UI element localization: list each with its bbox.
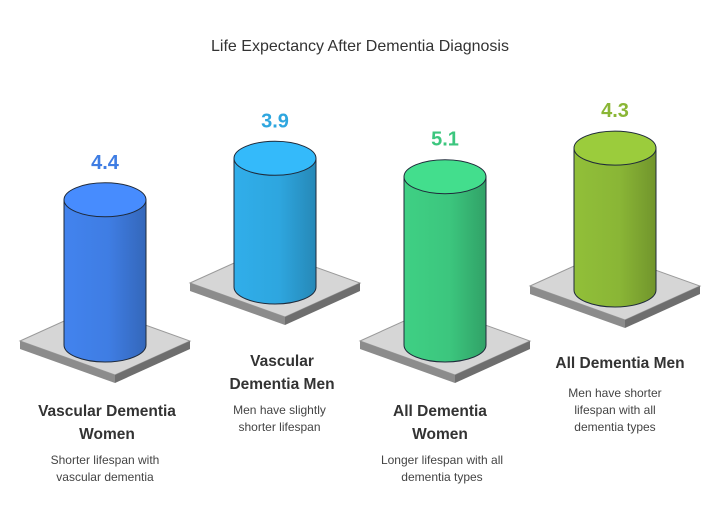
value-label-all-women: 5.1 bbox=[431, 129, 459, 151]
description-all-women: Longer lifespan with all dementia types bbox=[380, 453, 504, 484]
chart-title: Life Expectancy After Dementia Diagnosis bbox=[211, 38, 509, 55]
bar-top-all-women bbox=[403, 159, 487, 195]
bar-all-men bbox=[573, 147, 657, 308]
description-all-men: Men have shorter lifespan with all demen… bbox=[568, 386, 662, 434]
platform-edge-vascular-men bbox=[285, 283, 360, 325]
platform-side-all-men bbox=[530, 286, 625, 328]
description-vascular-women: Shorter lifespan with vascular dementia bbox=[50, 453, 160, 484]
bar-vascular-women bbox=[63, 199, 147, 363]
value-label-vascular-women: 4.4 bbox=[91, 152, 120, 174]
bar-vascular-men bbox=[233, 157, 317, 305]
category-label-vascular-women: Vascular Dementia Women bbox=[38, 403, 176, 443]
description-vascular-men: Men have slightly shorter lifespan bbox=[233, 403, 326, 434]
platform-edge-vascular-women bbox=[115, 341, 190, 383]
platform-side-all-women bbox=[360, 341, 455, 383]
category-label-all-men: All Dementia Men bbox=[555, 355, 685, 372]
bar-top-vascular-women bbox=[63, 182, 147, 218]
platform-side-vascular-men bbox=[190, 283, 285, 325]
category-label-all-women: All Dementia Women bbox=[393, 403, 487, 443]
value-label-vascular-men: 3.9 bbox=[261, 110, 289, 132]
platform-edge-all-men bbox=[625, 286, 700, 328]
platform-side-vascular-women bbox=[20, 341, 115, 383]
bar-all-women bbox=[403, 176, 487, 363]
platform-edge-all-women bbox=[455, 341, 530, 383]
category-label-vascular-men: Vascular Dementia Men bbox=[229, 353, 335, 393]
value-label-all-men: 4.3 bbox=[601, 100, 629, 122]
bar-top-all-men bbox=[573, 130, 657, 166]
bar-top-vascular-men bbox=[233, 140, 317, 176]
